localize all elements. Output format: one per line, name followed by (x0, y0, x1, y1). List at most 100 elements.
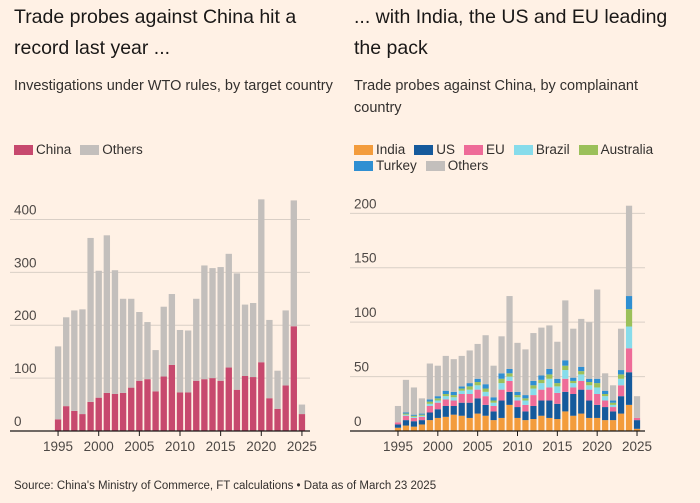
right-bar-brazil-2018 (578, 374, 585, 381)
left-legend-label: Others (102, 142, 143, 157)
right-bar-others-2019 (586, 322, 593, 379)
right-legend-label: Others (447, 158, 489, 173)
right-bar-australia-2019 (586, 382, 593, 386)
right-bar-turkey-2006 (482, 384, 489, 389)
right-bar-india-2024 (625, 404, 633, 431)
right-bar-others-1995 (394, 405, 402, 423)
right-bar-others-2015 (554, 341, 561, 379)
right-bar-brazil-2012 (530, 388, 537, 396)
right-bar-others-1996 (402, 379, 410, 413)
right-bar-eu-2023 (617, 385, 625, 397)
right-chart-title: ... with India, the US and EU leading th… (354, 6, 668, 59)
left-bar-china-2013 (201, 379, 208, 431)
left-bar-others-2020 (258, 199, 265, 363)
right-bar-others-2006 (482, 335, 489, 385)
right-bar-turkey-1998 (418, 413, 425, 415)
right-legend-swatch (425, 161, 445, 171)
left-x-tick-label: 2020 (246, 439, 276, 454)
left-bar-others-2001 (103, 235, 111, 393)
right-bar-others-2008 (498, 336, 505, 374)
right-bar-brazil-2008 (498, 383, 505, 390)
right-bar-australia-2008 (498, 378, 505, 384)
right-bar-india-2021 (602, 420, 609, 431)
right-bar-us-1999 (426, 412, 433, 421)
right-bar-others-2012 (530, 333, 537, 381)
left-bar-others-2013 (201, 265, 208, 380)
right-bar-others-2020 (594, 289, 601, 379)
right-bar-eu-2020 (594, 393, 601, 405)
right-bar-turkey-2004 (466, 383, 473, 387)
right-bar-india-2000 (434, 417, 441, 431)
right-bar-turkey-2016 (562, 360, 569, 366)
right-bar-eu-2021 (602, 400, 609, 408)
left-bar-china-2020 (258, 362, 265, 431)
right-bar-eu-2004 (466, 393, 473, 403)
right-bar-us-2019 (586, 400, 593, 418)
right-x-tick-label: 2005 (463, 439, 493, 454)
left-bar-others-1997 (71, 310, 78, 411)
right-bar-eu-2019 (586, 389, 593, 401)
right-bar-india-1997 (410, 426, 418, 431)
left-bar-china-2001 (103, 392, 111, 431)
right-bar-australia-2024 (625, 309, 633, 327)
right-bar-brazil-2006 (482, 391, 489, 397)
right-bar-others-2022 (610, 385, 617, 401)
right-bar-india-2014 (546, 417, 553, 431)
right-bar-us-2003 (458, 402, 465, 416)
right-bar-australia-2012 (530, 385, 537, 389)
right-bar-india-2003 (458, 415, 465, 431)
right-bar-us-2022 (610, 411, 617, 421)
right-bar-brazil-2010 (514, 397, 521, 401)
right-bar-others-2002 (450, 359, 457, 392)
left-bar-others-2014 (209, 268, 216, 379)
left-legend-label: China (36, 142, 72, 157)
right-bar-brazil-2009 (506, 376, 513, 381)
left-bar-others-2011 (184, 330, 192, 393)
right-bar-brazil-2014 (546, 378, 553, 388)
right-bar-turkey-2020 (594, 378, 601, 384)
right-bar-eu-2001 (442, 399, 449, 406)
right-bar-us-2012 (530, 405, 537, 420)
right-bar-others-2004 (466, 350, 473, 384)
left-bar-others-1996 (63, 317, 70, 407)
right-bar-india-2008 (498, 417, 505, 431)
right-bar-eu-2010 (514, 400, 521, 408)
right-bar-australia-2011 (522, 398, 529, 401)
left-bar-china-2000 (95, 397, 102, 431)
right-legend-label: India (376, 142, 406, 157)
right-bar-india-2005 (474, 413, 481, 431)
right-bar-india-2016 (562, 411, 569, 431)
left-bar-others-2010 (176, 329, 184, 393)
right-x-tick-label: 2020 (582, 439, 612, 454)
right-bar-eu-2025 (633, 417, 641, 421)
right-bar-brazil-2024 (625, 326, 633, 349)
left-chart-panel: Trade probes against China hit a record … (0, 0, 340, 470)
right-bar-us-2007 (490, 411, 497, 421)
right-bar-brazil-1999 (426, 403, 433, 406)
left-x-tick-label: 2005 (124, 439, 154, 454)
right-bar-india-2004 (466, 417, 473, 431)
right-bar-others-2013 (538, 327, 545, 376)
left-bar-china-2012 (193, 380, 200, 431)
right-bar-turkey-2019 (586, 378, 593, 383)
left-bar-others-2004 (128, 298, 135, 388)
right-bar-us-2024 (625, 372, 633, 405)
right-bar-india-2022 (610, 420, 617, 431)
right-bar-india-1996 (402, 425, 410, 431)
right-chart-subtitle: Trade probes against China, by complaina… (354, 78, 638, 116)
right-bar-eu-2018 (578, 380, 585, 390)
right-bar-india-1998 (418, 424, 425, 431)
right-bar-eu-2007 (490, 405, 497, 412)
right-bar-australia-2022 (610, 402, 617, 405)
right-bar-turkey-2021 (602, 390, 609, 394)
right-bar-australia-2006 (482, 388, 489, 392)
left-bar-china-1998 (79, 414, 86, 431)
left-bar-china-2003 (119, 392, 127, 431)
right-bar-us-2002 (450, 405, 457, 415)
left-bar-china-2007 (152, 391, 159, 431)
right-bar-brazil-2003 (458, 390, 465, 394)
right-bar-brazil-2000 (434, 400, 441, 403)
right-bar-eu-2011 (522, 404, 529, 412)
left-bar-china-2009 (168, 364, 176, 431)
right-bar-eu-2015 (554, 392, 561, 404)
